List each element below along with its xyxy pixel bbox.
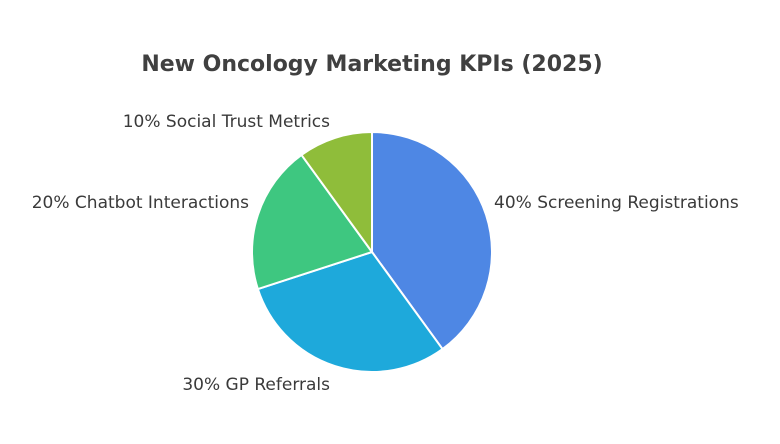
pie-slice-3 bbox=[251, 153, 373, 291]
pie-slice-1 bbox=[371, 131, 493, 351]
slice-label-3: 20% Chatbot Interactions bbox=[32, 193, 249, 213]
pie-labels: 40% Screening Registrations 30% GP Referr… bbox=[32, 112, 739, 395]
chart-title: New Oncology Marketing KPIs (2025) bbox=[141, 52, 603, 77]
pie-slice-4 bbox=[300, 131, 373, 253]
pie-slice-2 bbox=[256, 251, 444, 373]
slice-label-1: 40% Screening Registrations bbox=[494, 193, 739, 213]
pie-slices bbox=[251, 131, 493, 373]
slice-label-2: 30% GP Referrals bbox=[182, 375, 330, 395]
slice-label-4: 10% Social Trust Metrics bbox=[123, 112, 330, 132]
